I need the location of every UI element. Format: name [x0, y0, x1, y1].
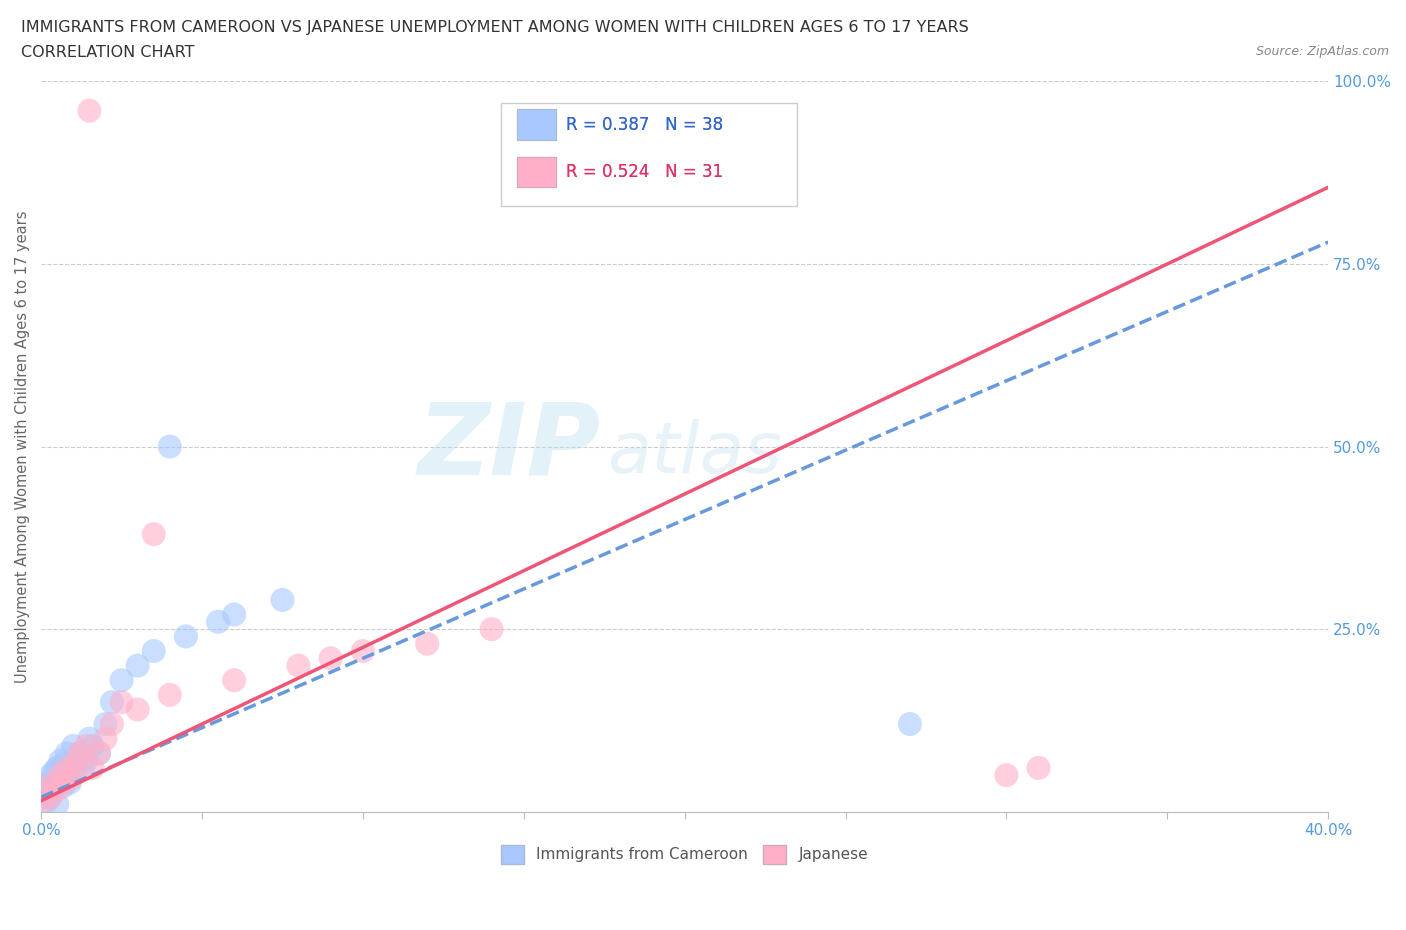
- Point: [159, 439, 181, 454]
- Point: [79, 731, 101, 746]
- Point: [127, 702, 149, 717]
- Text: IMMIGRANTS FROM CAMEROON VS JAPANESE UNEMPLOYMENT AMONG WOMEN WITH CHILDREN AGES: IMMIGRANTS FROM CAMEROON VS JAPANESE UNE…: [21, 20, 969, 35]
- Point: [110, 672, 132, 687]
- Point: [39, 786, 62, 801]
- Point: [319, 651, 342, 666]
- Point: [69, 746, 91, 761]
- Point: [62, 738, 84, 753]
- Point: [37, 775, 59, 790]
- Point: [46, 782, 69, 797]
- Point: [62, 761, 84, 776]
- Text: R = 0.524   N = 31: R = 0.524 N = 31: [567, 163, 724, 181]
- Text: R = 0.524   N = 31: R = 0.524 N = 31: [567, 163, 724, 181]
- Point: [159, 687, 181, 702]
- Point: [59, 775, 82, 790]
- Point: [142, 526, 165, 541]
- Point: [94, 717, 117, 732]
- Point: [72, 761, 94, 776]
- Point: [82, 738, 104, 753]
- Point: [207, 615, 229, 630]
- Text: CORRELATION CHART: CORRELATION CHART: [21, 45, 194, 60]
- Point: [94, 731, 117, 746]
- Point: [995, 768, 1018, 783]
- Point: [65, 753, 87, 768]
- Point: [69, 746, 91, 761]
- Point: [101, 695, 124, 710]
- Y-axis label: Unemployment Among Women with Children Ages 6 to 17 years: Unemployment Among Women with Children A…: [15, 210, 30, 683]
- Point: [87, 746, 110, 761]
- Text: atlas: atlas: [607, 419, 782, 488]
- Point: [224, 607, 246, 622]
- Point: [481, 621, 503, 636]
- Text: ZIP: ZIP: [418, 398, 600, 495]
- Point: [34, 790, 56, 804]
- Point: [34, 793, 56, 808]
- Point: [59, 771, 82, 786]
- Point: [110, 695, 132, 710]
- Point: [287, 658, 309, 673]
- Point: [75, 753, 97, 768]
- Point: [224, 672, 246, 687]
- Point: [82, 761, 104, 776]
- Point: [49, 768, 72, 783]
- Point: [37, 793, 59, 808]
- Point: [142, 644, 165, 658]
- Point: [65, 753, 87, 768]
- Point: [352, 644, 374, 658]
- Point: [46, 775, 69, 790]
- Point: [1028, 761, 1050, 776]
- Point: [79, 103, 101, 118]
- Point: [56, 768, 79, 783]
- FancyBboxPatch shape: [517, 156, 555, 187]
- Point: [42, 775, 65, 790]
- Point: [34, 778, 56, 793]
- Text: Source: ZipAtlas.com: Source: ZipAtlas.com: [1256, 45, 1389, 58]
- Point: [42, 782, 65, 797]
- Point: [62, 764, 84, 779]
- Point: [49, 771, 72, 786]
- Point: [416, 636, 439, 651]
- Legend: Immigrants from Cameroon, Japanese: Immigrants from Cameroon, Japanese: [495, 839, 875, 870]
- Point: [37, 782, 59, 797]
- Point: [46, 797, 69, 812]
- Text: R = 0.387   N = 38: R = 0.387 N = 38: [567, 115, 723, 134]
- FancyBboxPatch shape: [501, 103, 797, 206]
- Point: [101, 717, 124, 732]
- Point: [52, 778, 75, 793]
- FancyBboxPatch shape: [517, 109, 555, 140]
- Point: [56, 746, 79, 761]
- FancyBboxPatch shape: [517, 109, 555, 140]
- Point: [544, 132, 567, 147]
- Point: [49, 753, 72, 768]
- Point: [39, 790, 62, 804]
- Point: [174, 629, 197, 644]
- Point: [42, 764, 65, 779]
- Text: R = 0.387   N = 38: R = 0.387 N = 38: [567, 115, 723, 134]
- FancyBboxPatch shape: [517, 156, 555, 187]
- Point: [127, 658, 149, 673]
- Point: [39, 768, 62, 783]
- Point: [52, 775, 75, 790]
- Point: [46, 761, 69, 776]
- Point: [87, 746, 110, 761]
- Point: [56, 761, 79, 776]
- Point: [75, 738, 97, 753]
- Point: [52, 757, 75, 772]
- Point: [898, 717, 921, 732]
- Point: [271, 592, 294, 607]
